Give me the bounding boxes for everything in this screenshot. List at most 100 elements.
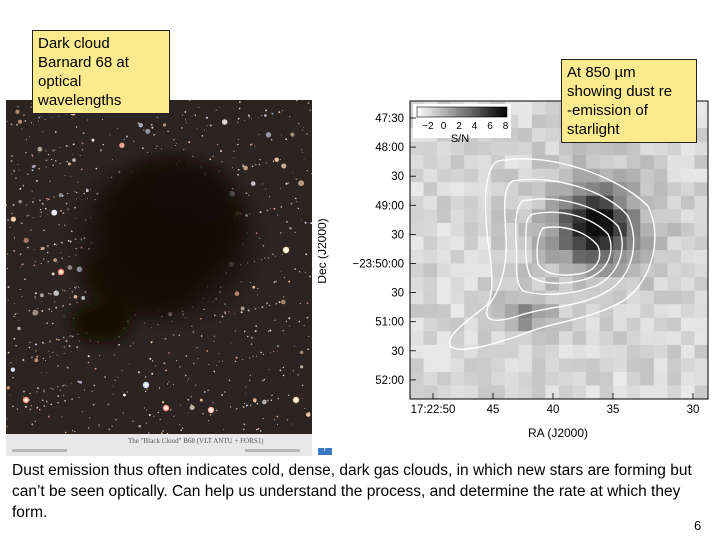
star bbox=[33, 124, 35, 126]
map-pixel bbox=[559, 304, 574, 319]
star bbox=[288, 317, 291, 320]
map-pixel bbox=[680, 155, 695, 170]
star bbox=[45, 360, 47, 362]
star bbox=[262, 183, 264, 185]
star bbox=[6, 418, 8, 420]
star bbox=[286, 221, 288, 223]
map-pixel bbox=[680, 304, 695, 319]
star bbox=[243, 402, 246, 405]
map-pixel bbox=[599, 168, 614, 183]
map-pixel bbox=[504, 155, 519, 170]
map-pixel bbox=[464, 304, 479, 319]
map-pixel bbox=[531, 385, 546, 400]
star bbox=[216, 409, 218, 411]
star bbox=[64, 290, 66, 292]
star bbox=[45, 159, 48, 162]
star bbox=[119, 142, 125, 148]
map-pixel bbox=[640, 371, 655, 386]
star bbox=[107, 403, 110, 406]
map-pixel bbox=[653, 290, 668, 305]
map-pixel bbox=[450, 250, 465, 265]
star bbox=[56, 244, 58, 246]
map-pixel bbox=[586, 331, 601, 346]
star bbox=[187, 412, 189, 414]
map-pixel bbox=[613, 168, 628, 183]
map-pixel bbox=[545, 277, 560, 292]
map-pixel bbox=[694, 277, 709, 292]
star bbox=[37, 387, 39, 390]
star bbox=[13, 302, 16, 304]
map-pixel bbox=[680, 385, 695, 400]
map-pixel bbox=[491, 263, 506, 278]
dec-tick-label: 47:30 bbox=[375, 113, 404, 125]
map-pixel bbox=[559, 141, 574, 156]
star bbox=[304, 221, 307, 224]
map-pixel bbox=[640, 168, 655, 183]
star bbox=[169, 408, 172, 411]
map-pixel bbox=[477, 263, 492, 278]
star bbox=[276, 350, 278, 352]
map-pixel bbox=[626, 317, 641, 332]
star bbox=[57, 386, 59, 388]
star bbox=[11, 212, 13, 215]
map-pixel bbox=[518, 128, 533, 143]
map-pixel bbox=[450, 358, 465, 373]
star bbox=[54, 160, 57, 162]
star bbox=[243, 423, 246, 426]
body-text: Dust emission thus often indicates cold,… bbox=[12, 462, 692, 521]
bright-star-core bbox=[24, 398, 28, 402]
star bbox=[45, 150, 47, 152]
map-pixel bbox=[437, 263, 452, 278]
map-pixel bbox=[572, 371, 587, 386]
star bbox=[180, 429, 183, 432]
star bbox=[63, 346, 65, 348]
map-pixel bbox=[531, 358, 546, 373]
map-pixel bbox=[491, 141, 506, 156]
star bbox=[144, 390, 147, 393]
optical-label-line: wavelengths bbox=[38, 92, 122, 109]
star bbox=[184, 374, 187, 377]
star bbox=[294, 231, 296, 234]
star bbox=[281, 231, 283, 233]
map-pixel bbox=[531, 263, 546, 278]
star bbox=[245, 386, 247, 388]
star bbox=[31, 153, 33, 156]
map-pixel bbox=[531, 250, 546, 265]
star bbox=[245, 404, 248, 407]
map-pixel bbox=[559, 371, 574, 386]
star bbox=[22, 185, 25, 187]
barnard-68-optical-image bbox=[6, 100, 312, 434]
star bbox=[42, 357, 44, 360]
star bbox=[283, 296, 285, 298]
star bbox=[15, 345, 17, 347]
map-pixel bbox=[545, 290, 560, 305]
star bbox=[13, 170, 16, 172]
map-pixel bbox=[694, 317, 709, 332]
star bbox=[306, 316, 309, 319]
star bbox=[17, 119, 23, 124]
map-pixel bbox=[423, 141, 438, 156]
star bbox=[132, 140, 135, 143]
star bbox=[262, 353, 265, 356]
map-pixel bbox=[694, 371, 709, 386]
map-pixel bbox=[464, 222, 479, 237]
star bbox=[237, 143, 239, 146]
map-pixel bbox=[504, 371, 519, 386]
map-frame bbox=[409, 100, 709, 400]
map-pixel bbox=[450, 155, 465, 170]
map-pixel bbox=[559, 263, 574, 278]
map-pixel bbox=[680, 236, 695, 251]
map-pixel bbox=[504, 222, 519, 237]
map-pixel bbox=[667, 182, 682, 197]
map-pixel bbox=[586, 317, 601, 332]
star bbox=[48, 308, 51, 311]
star bbox=[12, 376, 14, 379]
star bbox=[30, 405, 32, 407]
map-pixel bbox=[640, 358, 655, 373]
star bbox=[258, 306, 260, 308]
star bbox=[91, 138, 95, 142]
map-pixel bbox=[640, 141, 655, 156]
star bbox=[42, 399, 44, 401]
map-pixel bbox=[694, 168, 709, 183]
star bbox=[290, 202, 293, 205]
